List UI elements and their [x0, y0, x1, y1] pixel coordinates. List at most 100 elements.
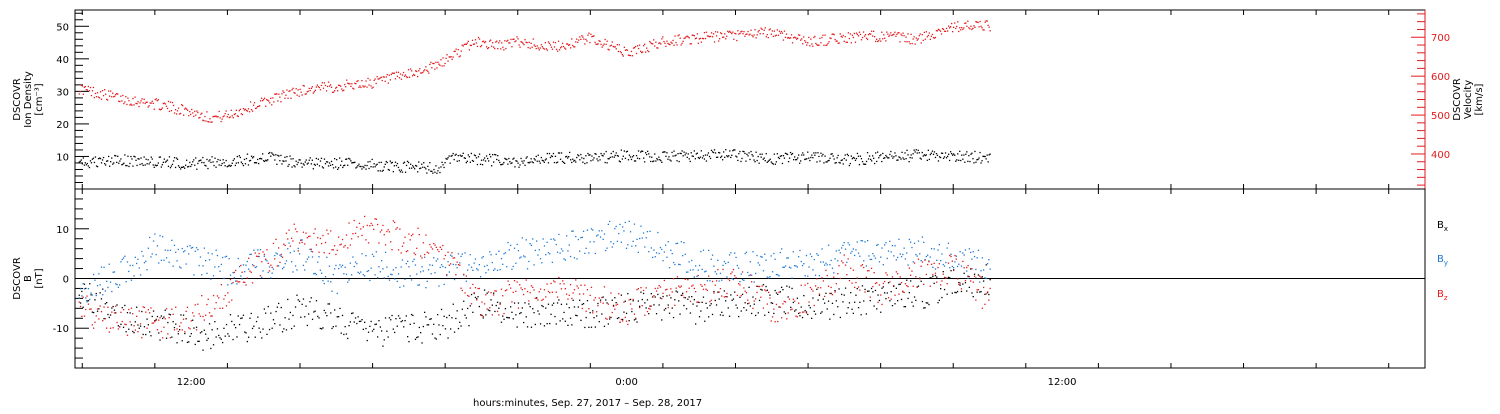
data-point — [444, 266, 447, 269]
y-axis-label-line: Ion Density — [23, 71, 34, 128]
data-point — [933, 282, 935, 284]
data-point — [603, 325, 606, 327]
data-point — [305, 159, 307, 161]
data-point — [350, 160, 352, 162]
data-point — [224, 165, 226, 167]
data-point — [107, 99, 109, 101]
data-point — [812, 45, 814, 47]
data-point — [892, 157, 894, 159]
data-point — [609, 156, 611, 159]
data-point — [259, 158, 261, 160]
data-point — [443, 166, 445, 169]
data-point — [298, 253, 301, 255]
data-point — [430, 246, 432, 248]
data-point — [425, 234, 427, 236]
data-point — [314, 228, 316, 230]
data-point — [711, 280, 714, 283]
data-point — [426, 324, 428, 326]
data-point — [856, 277, 858, 279]
data-point — [838, 288, 840, 290]
data-point — [857, 252, 860, 254]
data-point — [285, 232, 288, 234]
data-point — [338, 84, 340, 86]
data-point — [936, 30, 939, 32]
data-point — [722, 159, 724, 161]
data-point — [278, 247, 280, 249]
data-point — [893, 156, 895, 158]
data-point — [262, 251, 264, 253]
data-point — [891, 155, 893, 157]
data-point — [272, 97, 274, 99]
data-point — [394, 221, 396, 224]
data-point — [844, 287, 847, 289]
data-point — [280, 154, 282, 157]
data-point — [229, 116, 231, 118]
data-point — [165, 105, 168, 107]
data-point — [662, 295, 664, 298]
data-point — [726, 296, 728, 298]
data-point — [326, 229, 328, 231]
data-point — [827, 244, 830, 246]
data-point — [967, 20, 969, 22]
data-point — [407, 161, 410, 164]
data-point — [917, 38, 919, 40]
data-point — [340, 266, 342, 268]
data-point — [721, 295, 723, 297]
data-point — [481, 40, 484, 43]
data-point — [182, 318, 185, 320]
data-point — [525, 316, 527, 318]
data-point — [918, 152, 920, 154]
data-point — [836, 157, 838, 159]
data-point — [150, 102, 152, 104]
data-point — [86, 301, 88, 303]
data-point — [912, 285, 914, 287]
data-point — [369, 79, 371, 81]
data-point — [641, 237, 643, 239]
data-point — [117, 328, 119, 330]
data-point — [756, 291, 758, 294]
data-point — [842, 34, 844, 37]
data-point — [330, 312, 332, 314]
data-point — [838, 161, 840, 164]
data-point — [121, 164, 123, 166]
data-point — [123, 102, 125, 105]
data-point — [296, 94, 298, 96]
data-point — [186, 108, 188, 110]
data-point — [567, 157, 569, 159]
data-point — [418, 161, 420, 163]
data-point — [83, 86, 85, 88]
data-point — [297, 299, 299, 301]
data-point — [410, 163, 412, 165]
data-point — [490, 292, 492, 294]
data-point — [211, 121, 213, 123]
data-point — [324, 312, 327, 314]
data-point — [846, 261, 848, 263]
data-point — [846, 153, 848, 155]
data-point — [588, 326, 590, 328]
data-point — [96, 310, 99, 312]
data-point — [949, 27, 951, 29]
data-point — [195, 157, 197, 159]
data-point — [723, 290, 725, 292]
data-point — [86, 300, 88, 302]
data-point — [863, 300, 865, 302]
data-point — [91, 90, 94, 92]
data-point — [344, 244, 346, 247]
data-point — [380, 161, 382, 163]
data-point — [927, 302, 929, 304]
data-point — [377, 78, 379, 80]
data-point — [401, 259, 404, 261]
data-point — [285, 160, 287, 162]
data-point — [886, 257, 888, 260]
data-point — [369, 160, 371, 163]
data-point — [631, 245, 633, 247]
data-point — [223, 162, 225, 164]
data-point — [647, 150, 649, 152]
data-point — [174, 109, 177, 111]
data-point — [92, 157, 95, 159]
data-point — [612, 304, 615, 307]
data-point — [187, 166, 189, 168]
data-point — [500, 321, 503, 323]
data-point — [734, 275, 736, 277]
data-point — [903, 306, 905, 308]
